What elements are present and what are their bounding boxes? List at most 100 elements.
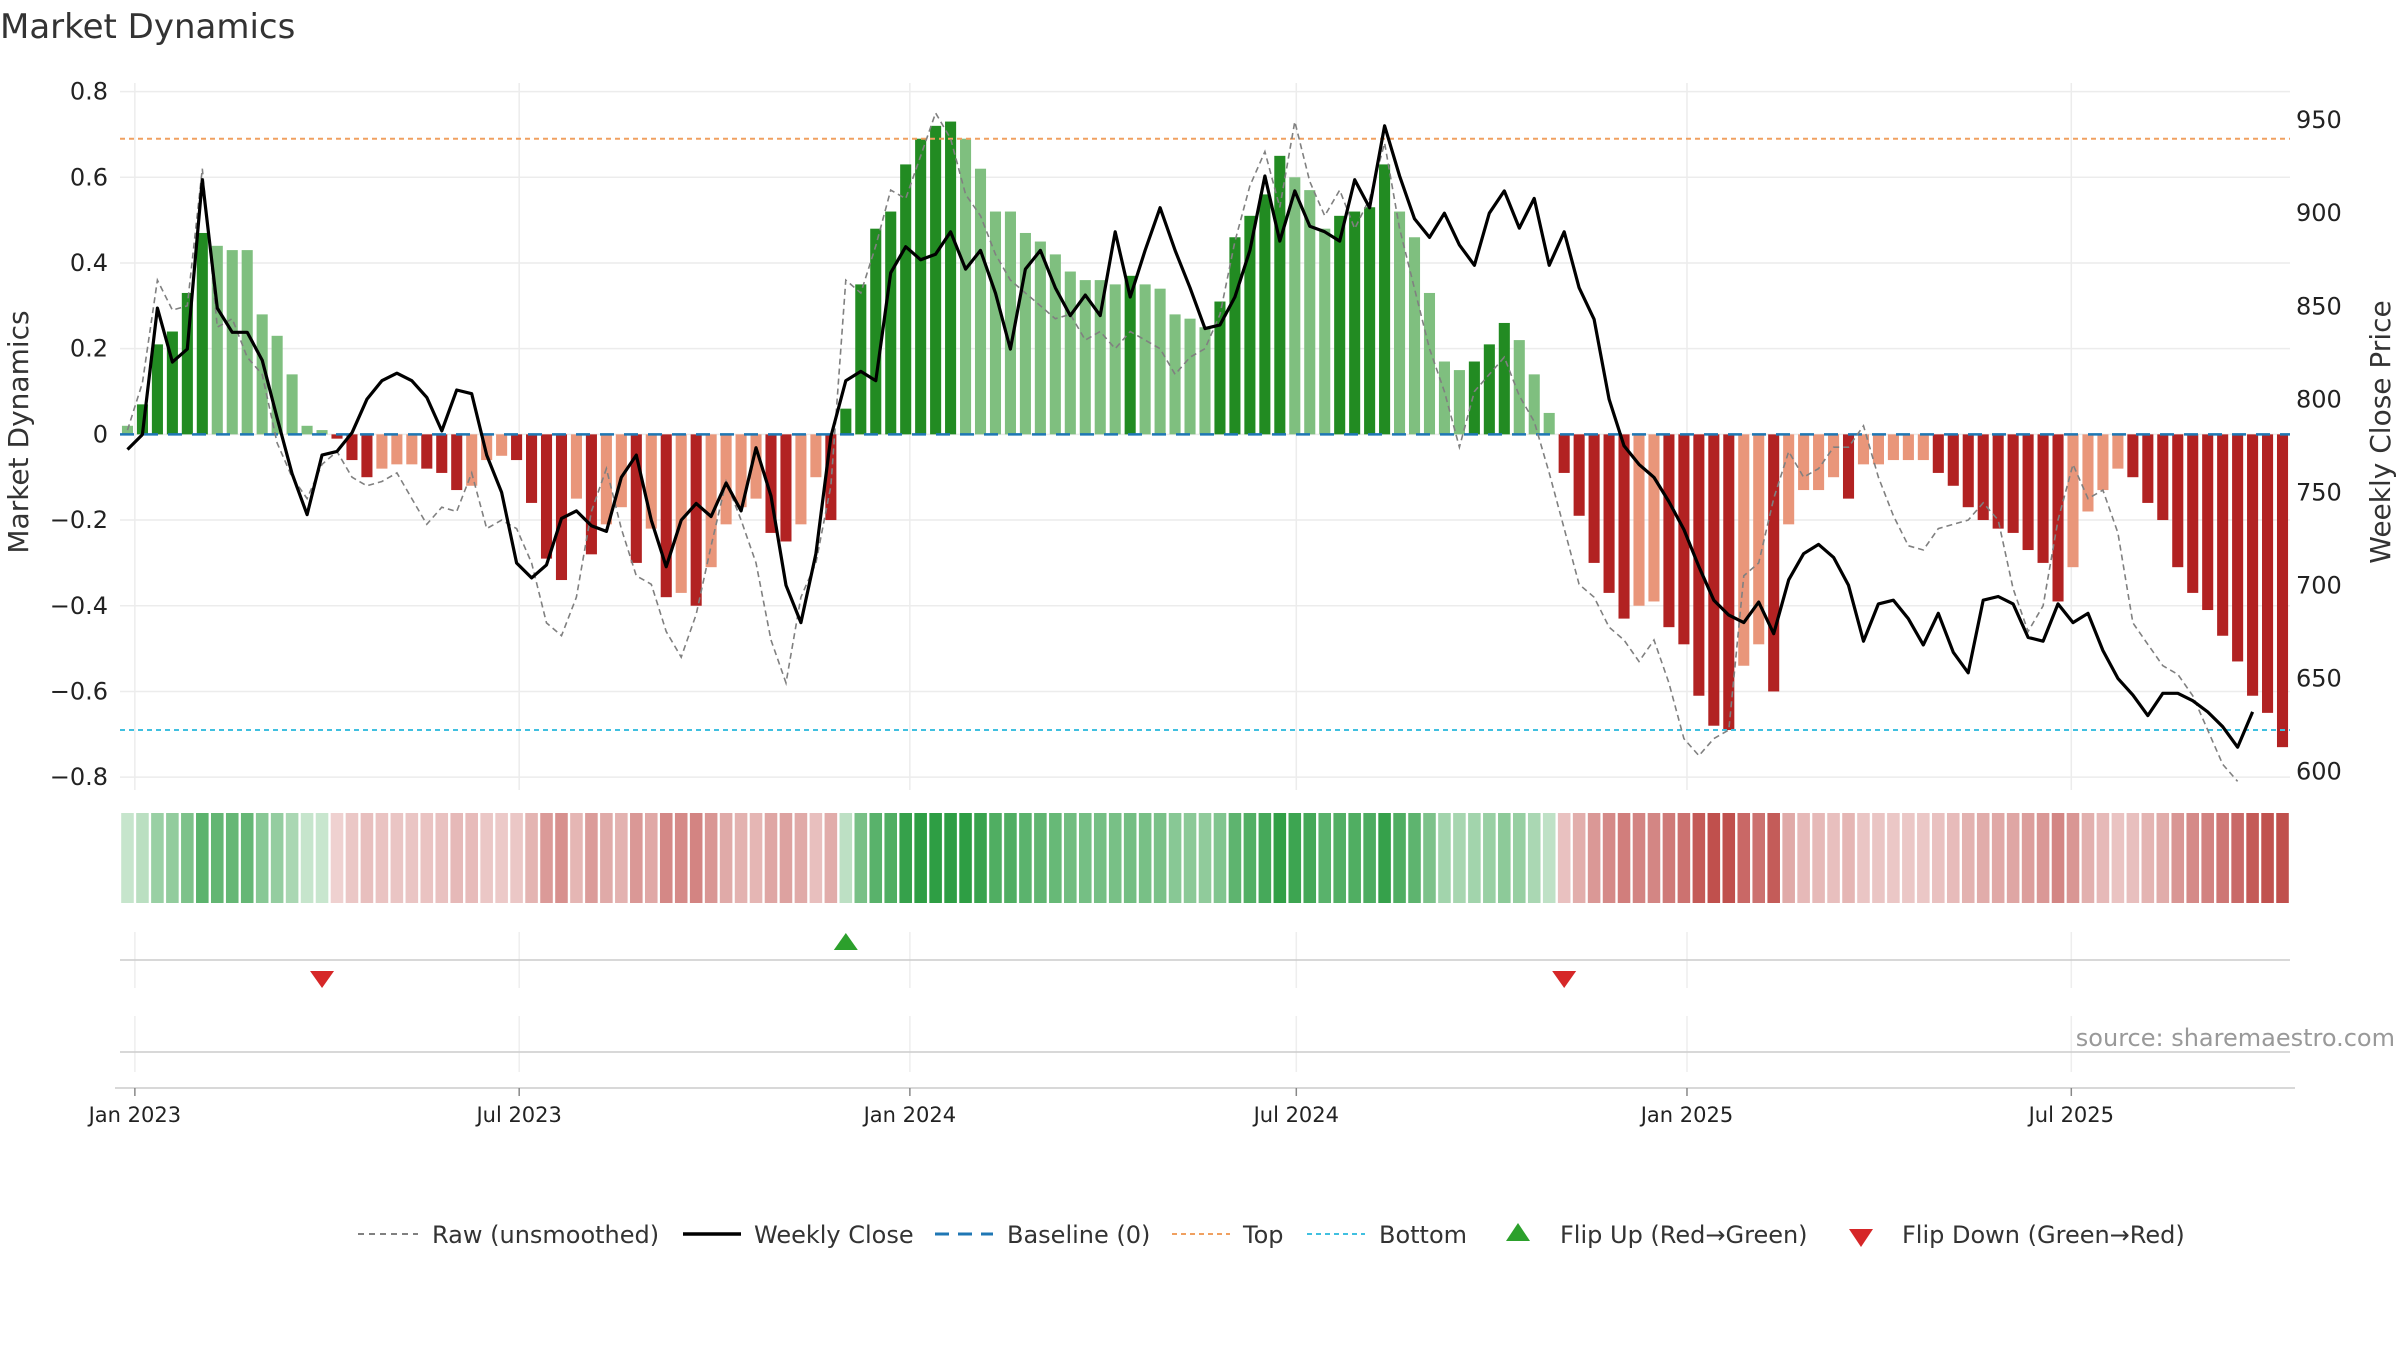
dynamics-bar (1438, 361, 1450, 435)
regime-cell (2261, 813, 2274, 903)
regime-cell (585, 813, 598, 903)
dynamics-bar (1753, 434, 1765, 645)
regime-cell (1572, 813, 1586, 903)
dynamics-bar (600, 434, 612, 525)
legend-item-raw: Raw (unsmoothed) (358, 1221, 659, 1249)
regime-cell (1034, 813, 1047, 903)
dynamics-bar (1453, 370, 1465, 435)
dynamics-bar (2187, 434, 2199, 593)
dynamics-bar (2037, 434, 2049, 563)
dynamics-bar (675, 434, 687, 593)
regime-cell (1527, 813, 1541, 903)
dynamics-bar (1468, 361, 1480, 435)
x-tick-label: Jan 2023 (87, 1103, 182, 1127)
dynamics-bar (1932, 434, 1944, 473)
dynamics-bar (331, 434, 343, 439)
regime-cell (435, 813, 449, 903)
dynamics-bar (1094, 280, 1106, 435)
regime-cell (615, 813, 628, 903)
regime-cell (1198, 813, 1212, 903)
regime-cell (1423, 813, 1436, 903)
dynamics-bar (1394, 211, 1406, 435)
legend-item-baseline: Baseline (0) (935, 1221, 1150, 1249)
regime-strip (121, 813, 2289, 903)
regime-cell (1498, 813, 1511, 903)
regime-cell (1542, 813, 1556, 903)
legend-item-flip-down: Flip Down (Green→Red) (1849, 1221, 2185, 1249)
regime-cell (1123, 813, 1137, 903)
dynamics-bar (1813, 434, 1825, 491)
regime-cell (1932, 813, 1945, 903)
dynamics-bar (1379, 164, 1391, 435)
legend-item-close: Weekly Close (683, 1221, 914, 1249)
flip-up-marker (833, 933, 858, 950)
dynamics-bar (241, 250, 253, 435)
dynamics-bar (391, 434, 403, 465)
regime-cell (600, 813, 613, 903)
regime-cell (1243, 813, 1257, 903)
regime-cell (255, 813, 269, 903)
dynamics-bar (346, 434, 358, 461)
dynamics-bar (226, 250, 238, 435)
regime-cell (2126, 813, 2140, 903)
regime-cell (525, 813, 538, 903)
dynamics-bar (1034, 241, 1046, 435)
dynamics-bar (2097, 434, 2109, 491)
dynamics-bar (570, 434, 582, 499)
dynamics-bar (1049, 254, 1061, 435)
regime-cell (1692, 813, 1706, 903)
dynamics-bar (1663, 434, 1675, 628)
dynamics-bar (1618, 434, 1630, 619)
dynamics-bar (780, 434, 792, 542)
regime-cell (644, 813, 658, 903)
dynamics-bar (1064, 271, 1076, 435)
dynamics-bar (1423, 292, 1436, 435)
regime-cell (1348, 813, 1361, 903)
dynamics-bar (1019, 232, 1031, 435)
dynamics-bar (1349, 211, 1361, 435)
y2-tick-label: 750 (2296, 478, 2342, 506)
regime-cell (2081, 813, 2095, 903)
dynamics-bar (1214, 301, 1226, 435)
legend-item-flip-up: Flip Up (Red→Green) (1506, 1221, 1808, 1249)
regime-cell (1797, 813, 1810, 903)
regime-cell (285, 813, 299, 903)
regime-cell (1707, 813, 1721, 903)
regime-cell (1004, 813, 1017, 903)
regime-cell (1917, 813, 1930, 903)
raw-series-line (126, 111, 2239, 782)
dynamics-bar (1947, 434, 1959, 486)
dynamics-bar (1154, 288, 1166, 435)
regime-cell (824, 813, 838, 903)
dynamics-bar (1109, 284, 1121, 435)
legend-item-bottom: Bottom (1307, 1221, 1467, 1249)
regime-cell (1378, 813, 1391, 903)
regime-cell (2111, 813, 2125, 903)
regime-cell (1049, 813, 1062, 903)
regime-cell (2186, 813, 2200, 903)
dynamics-bar (1588, 434, 1600, 563)
regime-cell (1647, 813, 1661, 903)
dynamics-bar (1079, 280, 1091, 435)
regime-cell (1632, 813, 1646, 903)
y-tick-label: 0 (93, 420, 108, 448)
regime-cell (405, 813, 419, 903)
dynamics-bar (1334, 215, 1346, 435)
dynamics-bar (915, 138, 927, 435)
regime-cell (151, 813, 164, 903)
dynamics-bar (1259, 194, 1271, 435)
dynamics-bar (2276, 434, 2289, 748)
dynamics-bar (855, 284, 867, 435)
dynamics-bar (705, 434, 717, 568)
dynamics-bar (1992, 434, 2004, 529)
regime-cell (1722, 813, 1736, 903)
dynamics-bar (1857, 434, 1870, 465)
regime-cell (854, 813, 868, 903)
y2-tick-label: 900 (2296, 199, 2342, 227)
y-tick-label: 0.4 (70, 249, 108, 277)
y-tick-label: −0.4 (50, 592, 108, 620)
regime-cell (495, 813, 508, 903)
regime-cell (989, 813, 1002, 903)
legend-label-raw: Raw (unsmoothed) (432, 1221, 659, 1249)
dynamics-bar (136, 404, 148, 435)
